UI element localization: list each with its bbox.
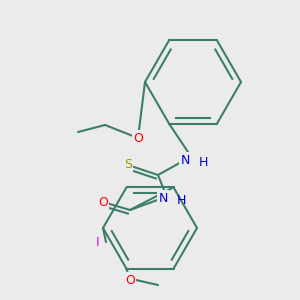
Text: H: H xyxy=(176,194,186,206)
Text: I: I xyxy=(96,236,100,248)
Text: O: O xyxy=(133,131,143,145)
Text: H: H xyxy=(198,155,208,169)
Text: N: N xyxy=(158,191,168,205)
Text: O: O xyxy=(125,274,135,286)
Text: O: O xyxy=(98,196,108,208)
Text: S: S xyxy=(124,158,132,172)
Text: N: N xyxy=(180,154,190,166)
